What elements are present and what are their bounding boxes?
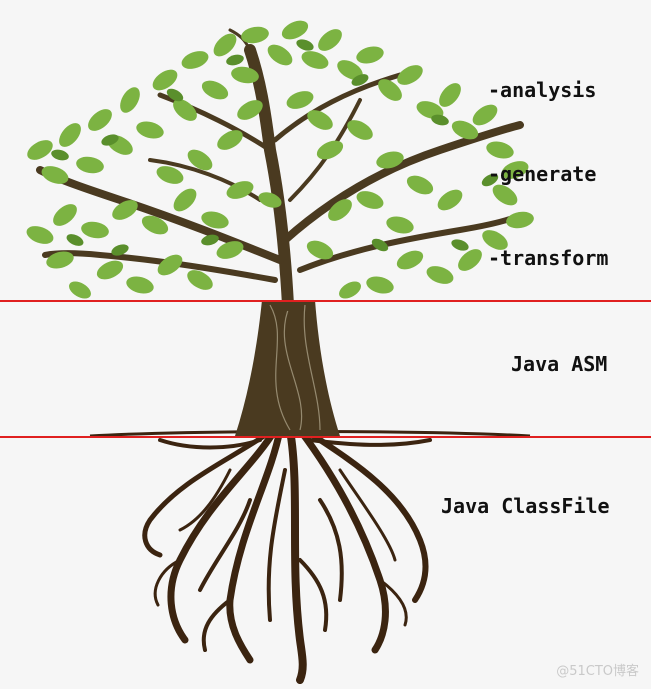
label-java-asm: Java ASM	[511, 352, 608, 376]
label-java-classfile: Java ClassFile	[441, 494, 610, 518]
roots	[142, 426, 432, 684]
trunk	[235, 300, 340, 436]
canopy-label-list: -analysis -generate -transform	[488, 20, 608, 300]
label-analysis: -analysis	[488, 78, 597, 102]
label-generate: -generate	[488, 162, 597, 186]
foliage	[26, 20, 534, 299]
trunk-texture	[269, 304, 321, 431]
label-transform: -transform	[488, 246, 609, 270]
watermark: @51CTO博客	[556, 664, 639, 679]
